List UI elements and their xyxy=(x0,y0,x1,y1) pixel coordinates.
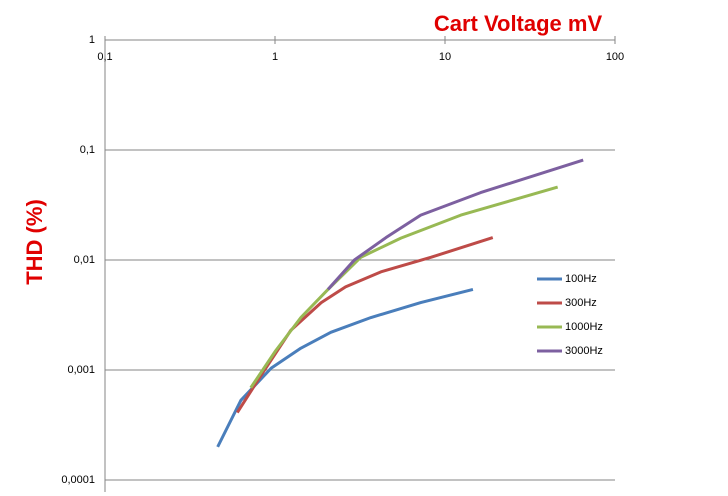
x-tick-label: 1 xyxy=(272,51,278,63)
legend-label: 1000Hz xyxy=(565,321,603,333)
legend-label: 300Hz xyxy=(565,297,597,309)
chart-title: Cart Voltage mV xyxy=(434,11,603,36)
y-tick-label: 0,01 xyxy=(74,254,95,266)
x-tick-label: 0,1 xyxy=(97,51,112,63)
legend-label: 3000Hz xyxy=(565,345,603,357)
series-line xyxy=(326,158,584,291)
legend-label: 100Hz xyxy=(565,273,597,285)
y-tick-label: 0,001 xyxy=(67,364,95,376)
series-line xyxy=(216,287,474,448)
y-tick-label: 1 xyxy=(89,34,95,46)
series-line xyxy=(236,236,494,414)
y-tick-label: 0,0001 xyxy=(61,474,95,486)
y-axis-label: THD (%) xyxy=(22,199,47,285)
x-tick-label: 100 xyxy=(606,51,624,63)
y-tick-label: 0,1 xyxy=(80,144,95,156)
x-tick-label: 10 xyxy=(439,51,451,63)
